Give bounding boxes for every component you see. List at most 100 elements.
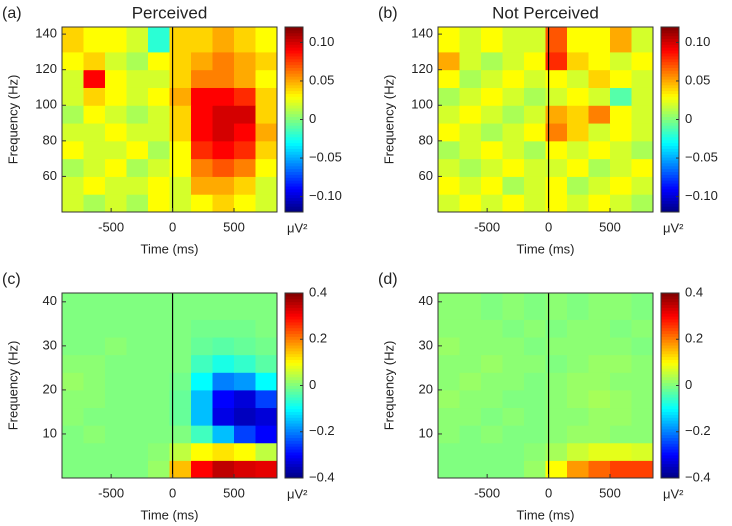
colorbar-step [285,32,303,37]
heatmap-cell [62,27,84,53]
heatmap-cell [234,27,256,53]
heatmap-cell [459,389,482,409]
heatmap-cell [105,372,127,391]
colorbar-step [285,136,303,141]
heatmap-cell [212,442,235,461]
heatmap-cell [105,158,127,177]
heatmap-cell [567,407,589,426]
heatmap-cell [588,460,611,479]
heatmap-cell [255,319,278,338]
heatmap-cell [255,407,278,426]
colorbar-step [661,64,679,68]
colorbar-tick-label: 0.2 [309,331,327,346]
colorbar-step [285,162,303,167]
colorbar-step [285,119,303,123]
heatmap-cell [502,51,525,71]
heatmap-cell [234,425,256,444]
heatmap-cell [148,425,170,444]
heatmap-cell [502,372,525,391]
heatmap-cell [126,337,149,356]
heatmap-cell [126,123,149,142]
heatmap-cell [62,51,84,71]
heatmap-cell [83,51,106,71]
colorbar-step [285,183,303,187]
colorbar-step [285,362,303,366]
heatmap-cell [438,407,460,426]
colorbar-step [285,122,303,126]
heatmap-cell [481,407,503,426]
heatmap-cell [631,425,654,444]
colorbar-step [285,87,303,92]
heatmap-cell [459,337,482,356]
heatmap-cell [524,158,546,177]
panel-title: Not Perceived [492,3,599,22]
heatmap-cell [83,158,106,177]
colorbar-step [285,35,303,40]
heatmap-cell [169,354,192,373]
colorbar-step [661,417,679,421]
heatmap-cell [105,194,127,213]
colorbar-step [661,327,679,332]
heatmap-cell [610,354,632,373]
heatmap-cell [524,389,546,409]
heatmap-cell [524,354,546,373]
colorbar-step [285,64,303,68]
heatmap-cell [191,140,213,160]
colorbar-step [661,58,679,63]
x-tick-label: 500 [599,485,621,500]
colorbar-step [661,414,679,418]
colorbar-step [661,359,679,363]
heatmap-cell [212,140,235,160]
heatmap-cell [438,87,460,106]
heatmap-cell [105,27,127,53]
heatmap-cell [545,460,568,479]
colorbar-step [661,35,679,40]
colorbar-step [285,70,303,74]
colorbar-step [661,206,679,210]
colorbar-step [285,368,303,372]
colorbar-step [661,385,679,389]
colorbar-step [285,145,303,149]
heatmap-cell [438,372,460,391]
heatmap-cell [62,158,84,177]
heatmap-cell [631,389,654,409]
heatmap-cell [212,158,235,177]
heatmap-cell [502,337,525,356]
colorbar-step [661,298,679,303]
colorbar-tick-label: 0.2 [685,331,703,346]
heatmap-cell [83,87,106,106]
colorbar-tick-label: −0.2 [309,423,335,438]
colorbar-step [661,411,679,415]
heatmap-cell [545,337,568,356]
heatmap-cell [502,27,525,53]
heatmap-cell [126,407,149,426]
colorbar-step [285,29,303,34]
heatmap-cell [169,69,192,88]
heatmap-cell [191,407,213,426]
heatmap-cell [459,372,482,391]
heatmap-cell [212,319,235,338]
y-tick-label: 100 [411,97,433,112]
heatmap-cell [481,123,503,142]
colorbar-step [285,113,303,118]
heatmap-cell [212,460,235,479]
colorbar-step [285,44,303,48]
heatmap-cell [212,176,235,195]
heatmap-cell [524,105,546,124]
colorbar-step [661,373,679,378]
colorbar-tick-label: −0.10 [685,188,718,203]
colorbar-step [661,336,679,340]
heatmap-cell [610,27,632,53]
colorbar-step [285,466,303,470]
heatmap-cell [191,354,213,373]
heatmap-cell [524,293,546,320]
heatmap-cell [62,425,84,444]
heatmap-cell [255,140,278,160]
heatmap-cell [502,105,525,124]
heatmap-cell [148,407,170,426]
colorbar-step [661,131,679,135]
heatmap-cell [631,194,654,213]
colorbar-step [285,168,303,173]
heatmap-cell [567,337,589,356]
heatmap-cell [169,372,192,391]
